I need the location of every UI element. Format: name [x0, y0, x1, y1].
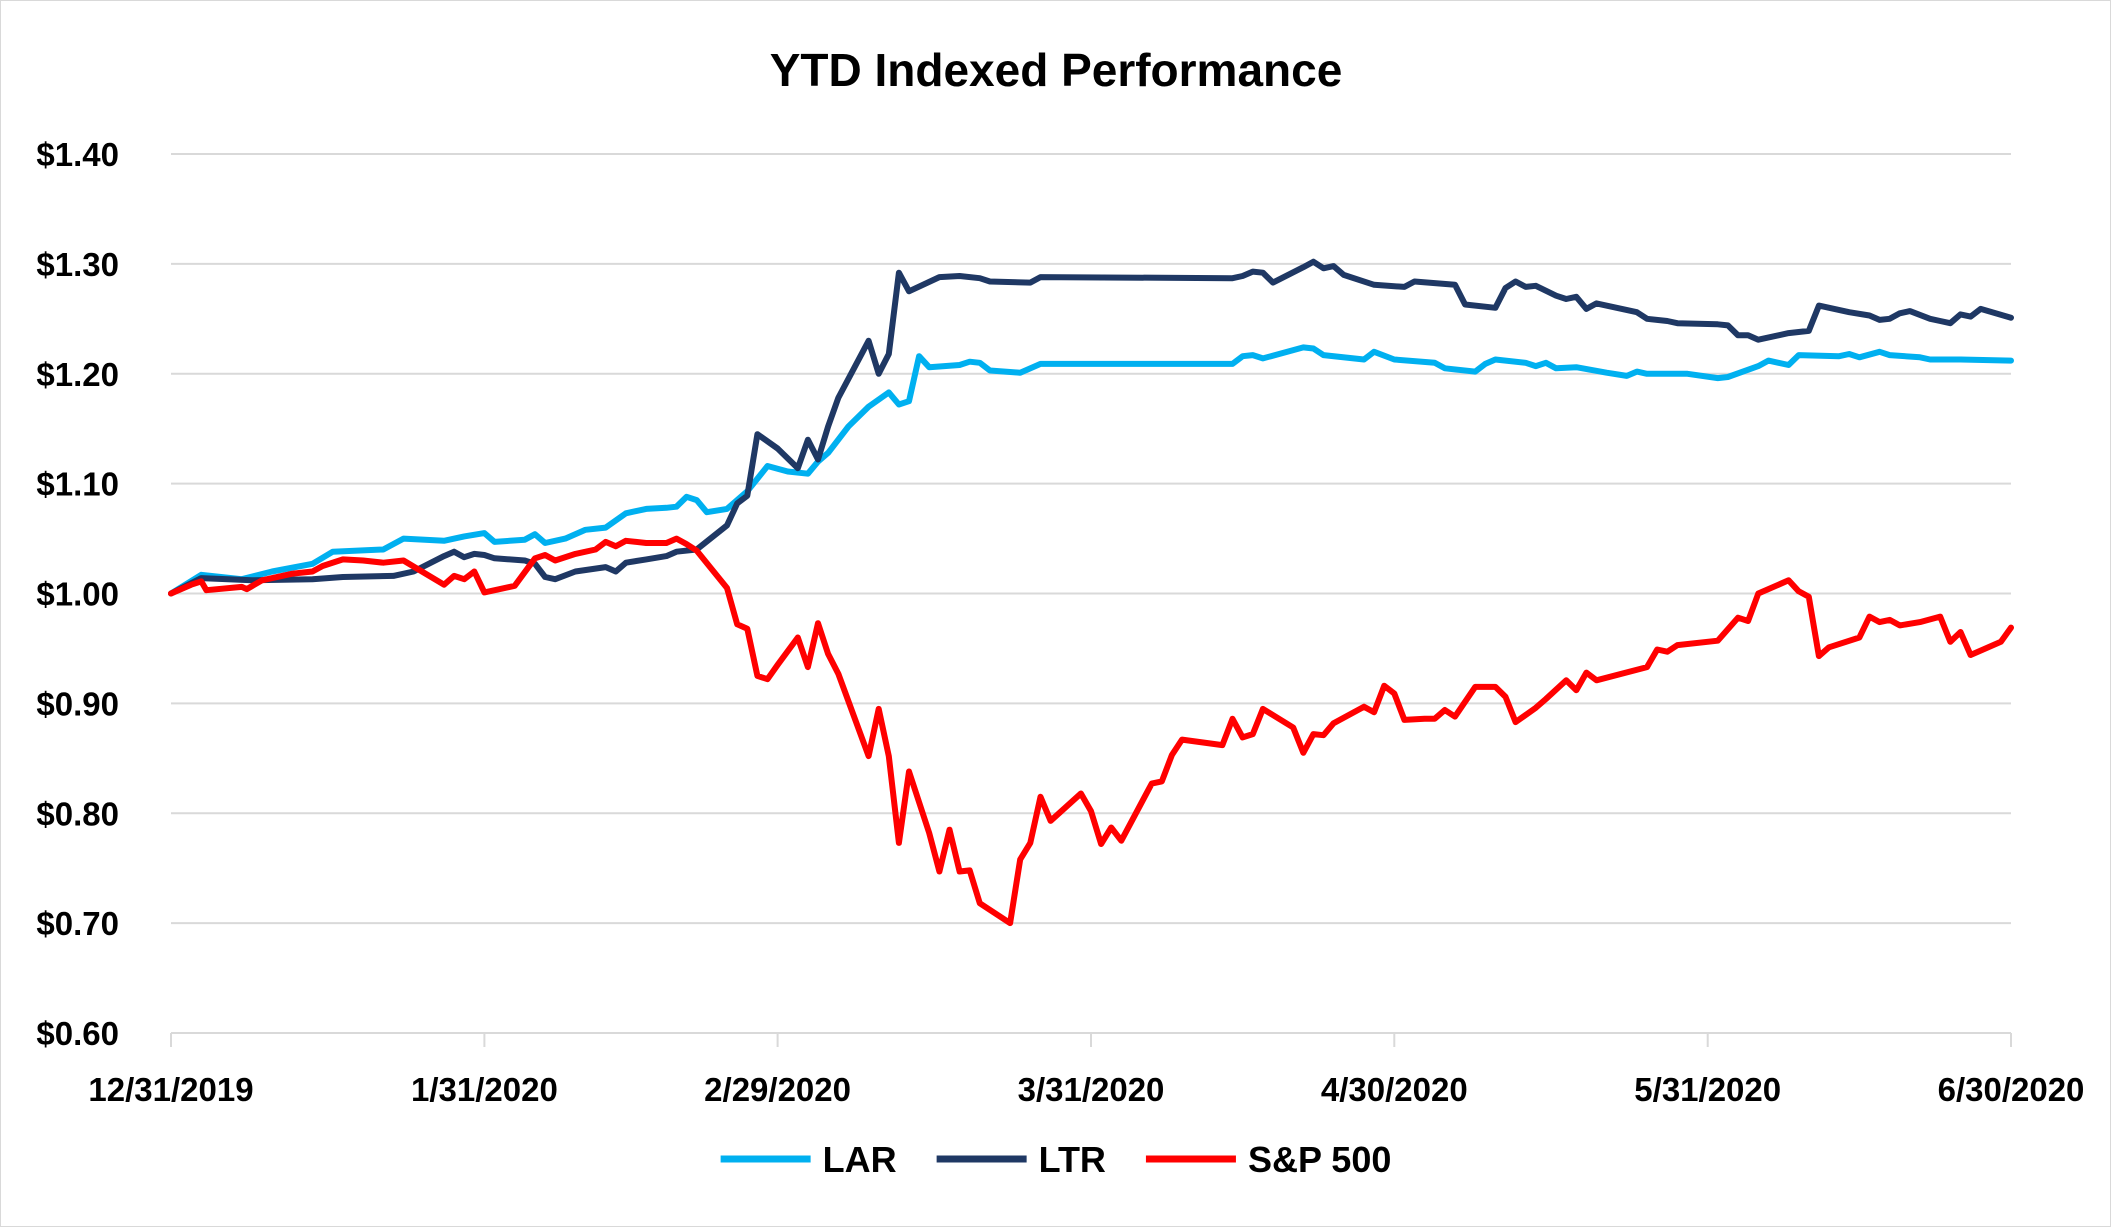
legend: LAR LTR S&P 500: [720, 1139, 1391, 1180]
x-tick-label: 2/29/2020: [704, 1071, 851, 1108]
y-tick-label: $0.70: [36, 905, 119, 942]
gridlines: [171, 153, 2011, 925]
y-tick-label: $0.60: [36, 1015, 119, 1052]
series-line-lar: [168, 344, 2014, 597]
y-tick-label: $1.00: [36, 576, 119, 613]
y-axis-tick-labels: $0.60 $0.70 $0.80 $0.90 $1.00 $1.10 $1.20 $1.30…: [36, 136, 119, 1052]
x-tick-label: 3/31/2020: [1018, 1071, 1165, 1108]
y-tick-label: $1.10: [36, 466, 119, 503]
chart-title: YTD Indexed Performance: [770, 44, 1343, 96]
x-tick-label: 5/31/2020: [1634, 1071, 1781, 1108]
x-tick-label: 1/31/2020: [411, 1071, 558, 1108]
x-axis: 12/31/2019 1/31/2020 2/29/2020 3/31/2020 4/3…: [88, 1032, 2085, 1108]
series-line-s-p-500: [168, 535, 2014, 927]
series-line-ltr: [168, 258, 2014, 597]
legend-label: LTR: [1039, 1139, 1106, 1180]
y-tick-label: $1.30: [36, 246, 119, 283]
y-tick-label: $1.20: [36, 356, 119, 393]
x-tick-label: 6/30/2020: [1938, 1071, 2085, 1108]
legend-label: LAR: [823, 1139, 897, 1180]
x-tick-label: 12/31/2019: [88, 1071, 253, 1108]
series-lines: [168, 258, 2014, 927]
y-tick-label: $0.80: [36, 795, 119, 832]
y-tick-label: $1.40: [36, 136, 119, 173]
legend-label: S&P 500: [1248, 1139, 1391, 1180]
y-tick-label: $0.90: [36, 685, 119, 722]
x-tick-label: 4/30/2020: [1321, 1071, 1468, 1108]
